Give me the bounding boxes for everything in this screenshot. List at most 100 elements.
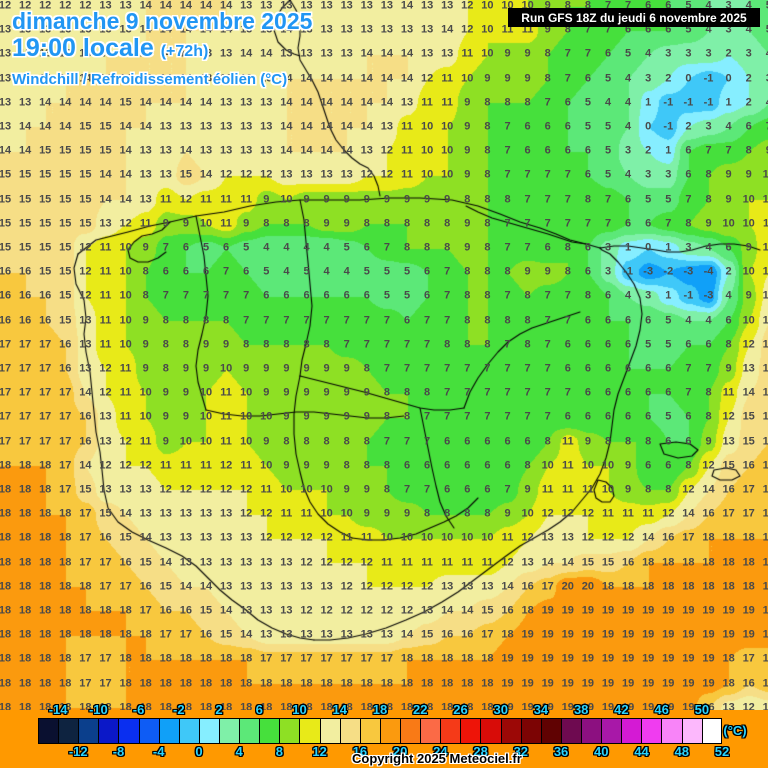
grid-value: 13 bbox=[219, 47, 233, 60]
grid-value: 15 bbox=[199, 604, 213, 617]
grid-value: 18 bbox=[240, 652, 253, 665]
colour-scale-tick-upper: 26 bbox=[453, 702, 468, 717]
grid-value: 6 bbox=[645, 217, 652, 230]
grid-value: 4 bbox=[303, 241, 310, 254]
grid-value: 13 bbox=[420, 47, 434, 60]
grid-value: 8 bbox=[524, 96, 531, 109]
grid-value: 13 bbox=[320, 47, 333, 60]
grid-value: 4 bbox=[283, 241, 290, 254]
grid-value: 9 bbox=[363, 507, 370, 520]
grid-value: 14 bbox=[139, 120, 152, 133]
grid-value: 16 bbox=[18, 289, 32, 302]
grid-value: 4 bbox=[766, 97, 768, 108]
grid-value: 9 bbox=[464, 144, 471, 157]
grid-value: 11 bbox=[240, 193, 253, 206]
grid-value: 15 bbox=[18, 168, 32, 181]
grid-value: 16 bbox=[39, 289, 52, 302]
grid-value: 13 bbox=[260, 120, 273, 133]
grid-value: 7 bbox=[444, 386, 451, 399]
grid-value: 13 bbox=[79, 362, 92, 375]
grid-value: 16 bbox=[139, 580, 152, 593]
grid-value: 15 bbox=[59, 193, 72, 206]
grid-value: 13 bbox=[420, 0, 434, 12]
grid-value: 9 bbox=[343, 483, 350, 496]
colour-scale-tick-upper: 10 bbox=[292, 702, 307, 717]
colour-scale-cell bbox=[339, 718, 360, 744]
grid-value: 5 bbox=[604, 72, 612, 85]
grid-value: 7 bbox=[564, 47, 571, 60]
grid-value: 18 bbox=[0, 483, 12, 496]
grid-value: 10 bbox=[441, 168, 454, 181]
grid-value: 19 bbox=[702, 604, 715, 617]
grid-value: 7 bbox=[766, 121, 768, 133]
colour-scale-tick-lower: 36 bbox=[553, 744, 569, 759]
grid-value: 15 bbox=[762, 386, 768, 399]
grid-value: 9 bbox=[725, 168, 732, 181]
colour-scale-tick-lower: 8 bbox=[275, 744, 284, 759]
grid-value: 13 bbox=[260, 556, 273, 569]
colour-scale-cell bbox=[661, 718, 682, 744]
grid-value: 9 bbox=[182, 362, 189, 375]
grid-value: 8 bbox=[363, 217, 370, 230]
grid-value: 7 bbox=[584, 23, 591, 36]
grid-value: 7 bbox=[725, 144, 732, 157]
colour-scale-tick-lower: -12 bbox=[68, 744, 88, 759]
grid-value: 10 bbox=[481, 0, 494, 12]
grid-value: 13 bbox=[280, 47, 293, 60]
grid-value: 12 bbox=[260, 507, 273, 520]
grid-value: 15 bbox=[0, 168, 12, 181]
grid-value: 9 bbox=[263, 386, 270, 399]
grid-value: 13 bbox=[79, 23, 92, 36]
grid-value: 13 bbox=[441, 47, 454, 60]
grid-value: 13 bbox=[420, 604, 434, 617]
grid-value: 15 bbox=[59, 314, 72, 327]
grid-value: 14 bbox=[199, 0, 213, 12]
grid-value: 14 bbox=[18, 120, 32, 133]
grid-value: 8 bbox=[484, 217, 491, 230]
grid-value: 18 bbox=[501, 628, 514, 641]
grid-value: -1 bbox=[663, 96, 674, 109]
grid-value: 8 bbox=[464, 289, 471, 302]
grid-value: 13 bbox=[199, 144, 213, 157]
grid-value: 7 bbox=[665, 217, 672, 230]
colour-scale-cell bbox=[440, 718, 461, 744]
grid-value: 9 bbox=[263, 362, 270, 375]
grid-value: 8 bbox=[484, 265, 491, 278]
colour-scale-tick-lower: 52 bbox=[714, 744, 730, 759]
grid-value: 17 bbox=[762, 459, 768, 472]
grid-value: 19 bbox=[682, 652, 695, 665]
grid-value: 1 bbox=[645, 96, 652, 109]
grid-value: 18 bbox=[39, 677, 52, 690]
colour-scale-cell bbox=[198, 718, 219, 744]
grid-value: 4 bbox=[705, 241, 712, 254]
grid-value: 6 bbox=[584, 265, 591, 278]
colour-scale-cell bbox=[560, 718, 581, 744]
colour-scale-tick-upper: -10 bbox=[88, 702, 108, 717]
grid-value: 6 bbox=[625, 410, 632, 423]
grid-value: 6 bbox=[424, 459, 431, 472]
grid-value: 8 bbox=[403, 217, 411, 230]
grid-value: 7 bbox=[223, 289, 230, 302]
grid-value: 3 bbox=[645, 72, 652, 85]
grid-value: 18 bbox=[179, 701, 193, 714]
grid-value: 13 bbox=[79, 314, 92, 327]
grid-value: 19 bbox=[722, 628, 735, 641]
grid-value: 17 bbox=[39, 410, 52, 423]
grid-value: 6 bbox=[524, 120, 531, 133]
grid-value: 6 bbox=[524, 435, 531, 448]
grid-value: 8 bbox=[484, 168, 491, 181]
grid-value: 3 bbox=[745, 47, 752, 60]
grid-value: 18 bbox=[441, 677, 454, 690]
grid-value: 7 bbox=[524, 410, 531, 423]
grid-value: 6 bbox=[665, 362, 672, 375]
grid-value: 6 bbox=[625, 193, 632, 206]
grid-value: 14 bbox=[99, 193, 112, 206]
grid-value: 14 bbox=[561, 556, 574, 569]
grid-value: 14 bbox=[380, 72, 394, 85]
grid-value: 19 bbox=[662, 628, 675, 641]
grid-value: 14 bbox=[119, 168, 132, 181]
grid-value: 14 bbox=[682, 507, 695, 520]
grid-value: 13 bbox=[219, 580, 233, 593]
grid-value: 13 bbox=[219, 72, 233, 85]
grid-value: 16 bbox=[0, 265, 12, 278]
